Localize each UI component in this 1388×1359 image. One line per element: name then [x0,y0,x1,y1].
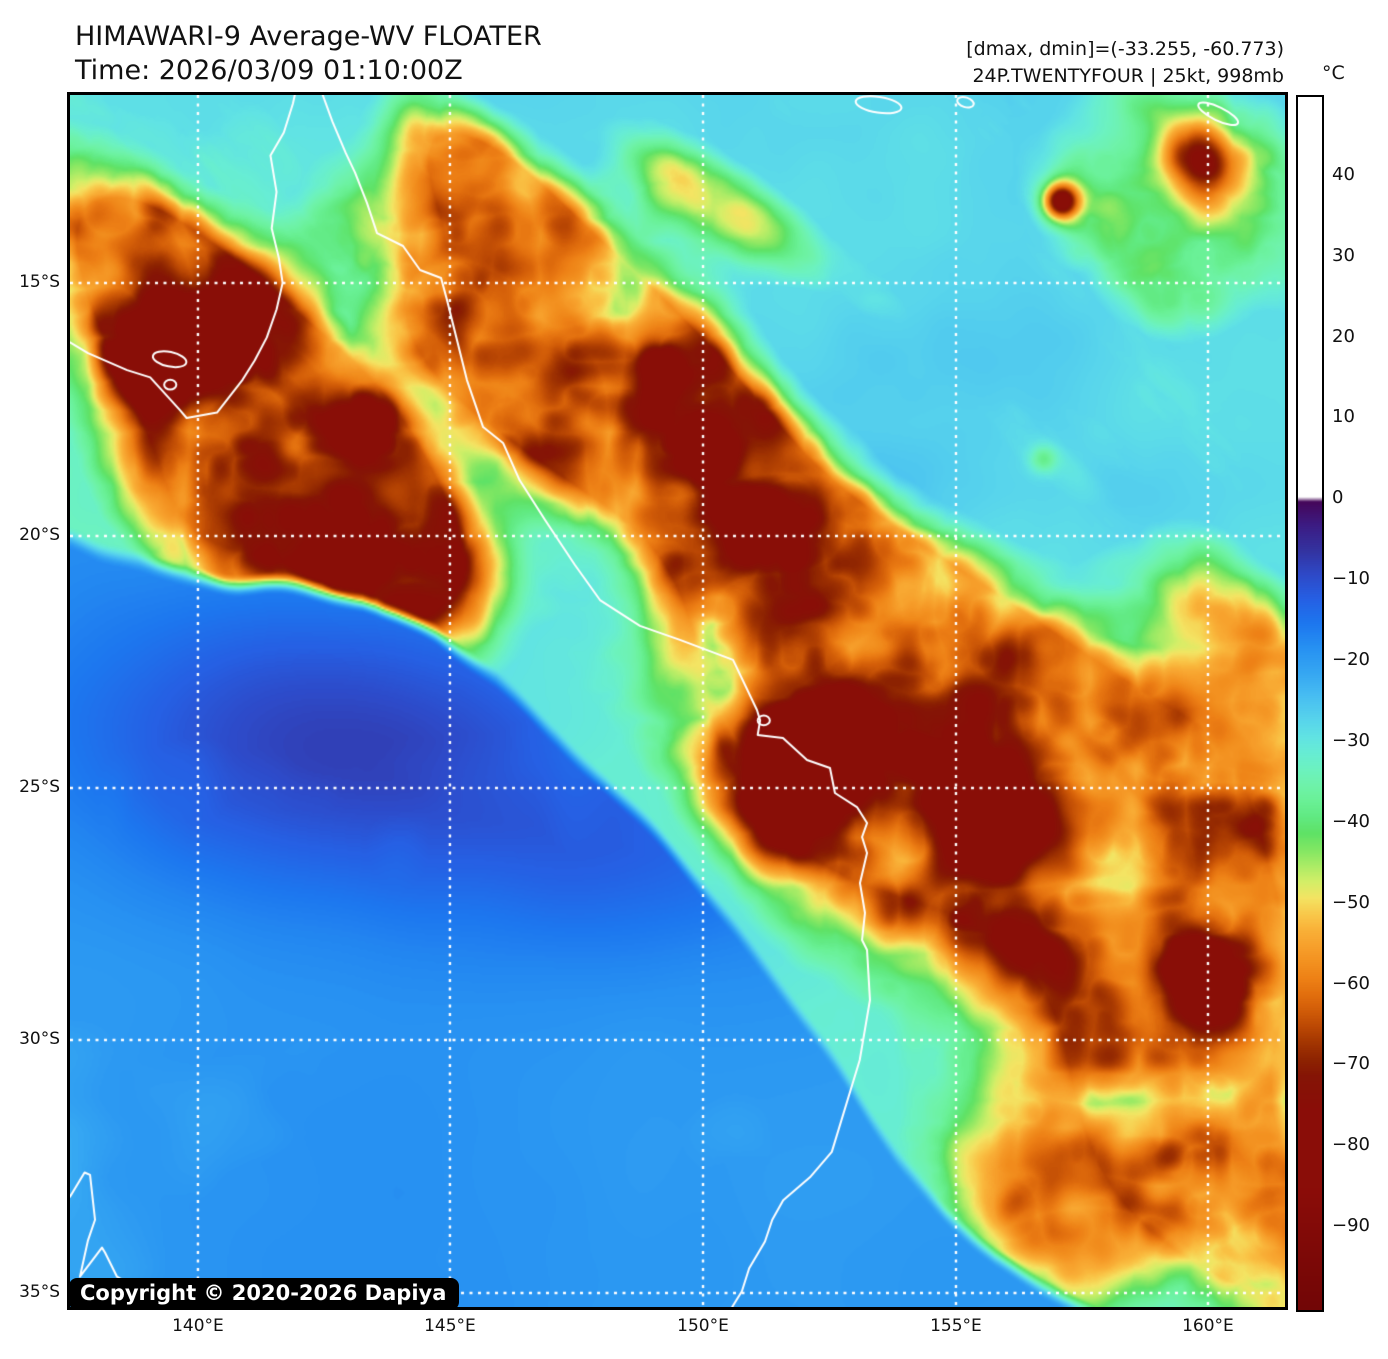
colorbar-tick-label: −40 [1332,810,1370,832]
lat-tick-labels: 15°S 20°S 25°S 30°S 35°S [0,95,62,1307]
colorbar-tick-label: 30 [1332,244,1355,266]
lon-tick-labels: 140°E 145°E 150°E 155°E 160°E [70,1316,1285,1340]
colorbar-tick-label: −80 [1332,1134,1370,1156]
title-block: HIMAWARI-9 Average-WV FLOATER Time: 2026… [75,20,542,88]
lon-tick-label: 160°E [1182,1316,1234,1336]
storm-readout: 24P.TWENTYFOUR | 25kt, 998mb [972,65,1284,87]
colorbar-tick-label: 0 [1332,487,1344,509]
colorbar-tick-label: −70 [1332,1053,1370,1075]
dmax-dmin-readout: [dmax, dmin]=(-33.255, -60.773) [966,38,1284,60]
info-block: [dmax, dmin]=(-33.255, -60.773) 24P.TWEN… [966,36,1284,90]
colorbar-tick-labels: 40 30 20 10 0 −10 −20 −30 −40 −50 −60 −70 −80 −90 [1332,95,1388,1308]
lon-tick-label: 145°E [424,1316,476,1336]
colorbar-tick-label: −50 [1332,891,1370,913]
colorbar-unit-label: °C [1322,62,1345,84]
lat-tick-label: 20°S [19,525,60,546]
colorbar-tick-label: −30 [1332,729,1370,751]
colorbar [1296,95,1324,1312]
lat-tick-label: 35°S [19,1281,60,1302]
lat-tick-label: 15°S [19,271,60,292]
lon-tick-label: 155°E [930,1316,982,1336]
colorbar-tick-label: −90 [1332,1215,1370,1237]
lat-tick-label: 25°S [19,777,60,798]
colorbar-tick-label: 10 [1332,406,1355,428]
satellite-map-frame [67,92,1288,1310]
colorbar-tick-label: −10 [1332,568,1370,590]
colorbar-tick-label: −60 [1332,972,1370,994]
timestamp: Time: 2026/03/09 01:10:00Z [75,55,463,86]
wv-imagery-canvas [70,95,1285,1307]
lat-tick-label: 30°S [19,1028,60,1049]
lon-tick-label: 150°E [677,1316,729,1336]
colorbar-tick-label: −20 [1332,649,1370,671]
copyright-badge: Copyright © 2020-2026 Dapiya [69,1278,460,1310]
page-title: HIMAWARI-9 Average-WV FLOATER [75,21,542,52]
colorbar-tick-label: 20 [1332,325,1355,347]
lon-tick-label: 140°E [172,1316,224,1336]
colorbar-canvas [1296,95,1324,1312]
colorbar-tick-label: 40 [1332,163,1355,185]
